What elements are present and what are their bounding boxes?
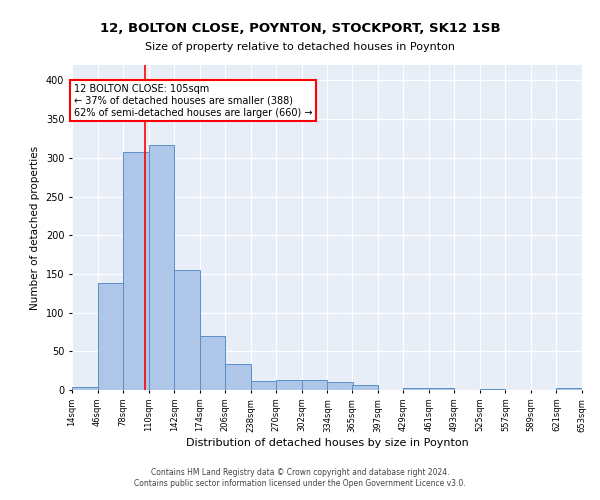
Bar — [72, 387, 98, 390]
Bar — [277, 380, 302, 390]
Bar — [403, 388, 429, 390]
Bar — [480, 389, 505, 390]
Bar — [251, 382, 277, 390]
Bar — [225, 364, 251, 390]
Y-axis label: Number of detached properties: Number of detached properties — [30, 146, 40, 310]
Bar — [149, 146, 174, 390]
Bar — [98, 283, 123, 390]
Bar — [328, 382, 353, 390]
X-axis label: Distribution of detached houses by size in Poynton: Distribution of detached houses by size … — [185, 438, 469, 448]
Bar — [429, 388, 454, 390]
Bar — [302, 380, 328, 390]
Text: 12, BOLTON CLOSE, POYNTON, STOCKPORT, SK12 1SB: 12, BOLTON CLOSE, POYNTON, STOCKPORT, SK… — [100, 22, 500, 36]
Bar — [200, 336, 225, 390]
Bar — [352, 384, 377, 390]
Bar — [174, 270, 200, 390]
Text: Size of property relative to detached houses in Poynton: Size of property relative to detached ho… — [145, 42, 455, 52]
Bar — [123, 152, 149, 390]
Text: Contains HM Land Registry data © Crown copyright and database right 2024.
Contai: Contains HM Land Registry data © Crown c… — [134, 468, 466, 487]
Text: 12 BOLTON CLOSE: 105sqm
← 37% of detached houses are smaller (388)
62% of semi-d: 12 BOLTON CLOSE: 105sqm ← 37% of detache… — [74, 84, 312, 117]
Bar — [556, 388, 582, 390]
